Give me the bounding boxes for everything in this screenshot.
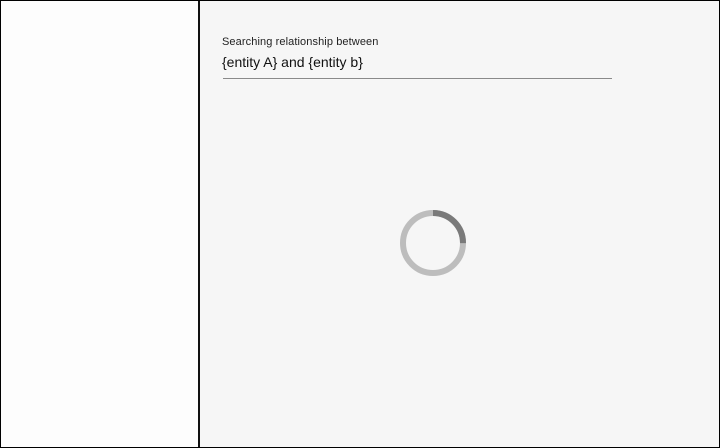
sidebar <box>1 1 200 447</box>
spinner-arc <box>400 210 466 276</box>
search-caption: Searching relationship between <box>222 36 379 48</box>
main-panel: Searching relationship between {entity A… <box>200 1 719 447</box>
spinner-icon <box>400 210 466 276</box>
search-query: {entity A} and {entity b} <box>222 54 363 70</box>
query-underline <box>223 78 612 79</box>
